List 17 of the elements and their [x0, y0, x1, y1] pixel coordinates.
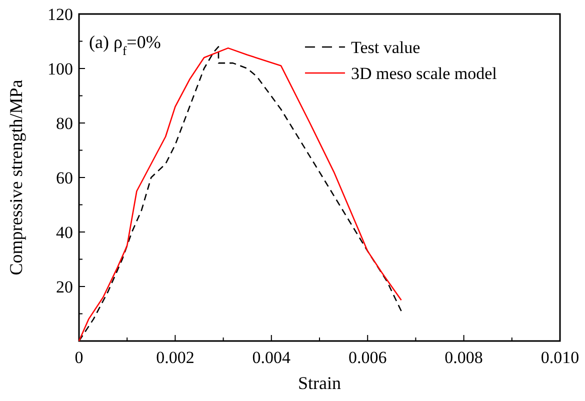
x-tick-label: 0.004 — [252, 348, 292, 367]
y-axis-title: Compressive strength/MPa — [6, 80, 26, 276]
x-tick-label: 0.010 — [540, 348, 580, 367]
x-tick-label: 0 — [74, 348, 84, 367]
y-tick-label: 60 — [56, 168, 73, 188]
y-tick-label: 100 — [48, 60, 73, 78]
y-tick-label: 20 — [56, 278, 73, 296]
legend-label: Test value — [351, 38, 420, 57]
annotation: (a) ρ$_{f}$=0% — [89, 32, 161, 58]
y-tick-label: 120 — [48, 5, 73, 24]
y-tick-label: 80 — [56, 114, 73, 133]
x-tick-label: 0.002 — [156, 348, 194, 367]
x-axis-title: Strain — [298, 373, 341, 393]
x-tick-label: 0.008 — [444, 348, 483, 367]
x-tick-label: 0.006 — [348, 348, 387, 367]
legend-label: 3D meso scale model — [351, 64, 498, 83]
y-tick-label: 40 — [56, 223, 73, 242]
